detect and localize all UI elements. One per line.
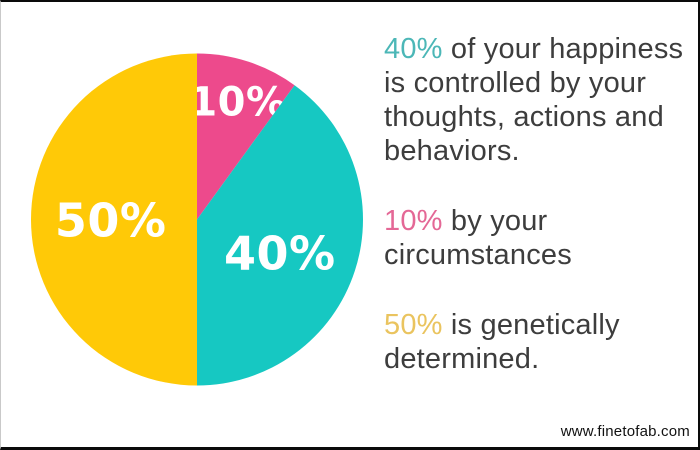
legend-rest-40: of your happiness is controlled by your … [384,33,684,167]
pie-slices-group: 10% 40% 50% [30,53,363,386]
legend-accent-40: 40% [384,33,443,65]
pie-label-circumstances: 10% [189,80,286,126]
legend-accent-50: 50% [384,309,443,341]
pie-slice-genetics [30,53,198,386]
pie-slice-circumstances [197,53,295,220]
pie-label-genetics: 50% [55,194,167,248]
pie-label-thoughts-actions-behaviors: 40% [224,227,336,281]
pie-slice-thoughts-actions-behaviors [197,85,363,386]
legend-rest-50: is genetically determined. [384,309,620,375]
legend-paragraph-circumstances: 10% by your circumstances [384,204,686,272]
legend-text-column: 40% of your happiness is controlled by y… [384,32,686,412]
legend-rest-10: by your circumstances [384,205,572,271]
legend-accent-10: 10% [384,205,443,237]
legend-paragraph-happiness: 40% of your happiness is controlled by y… [384,32,686,168]
watermark-url: www.finetofab.com [560,423,690,440]
legend-paragraph-genetics: 50% is genetically determined. [384,308,686,376]
